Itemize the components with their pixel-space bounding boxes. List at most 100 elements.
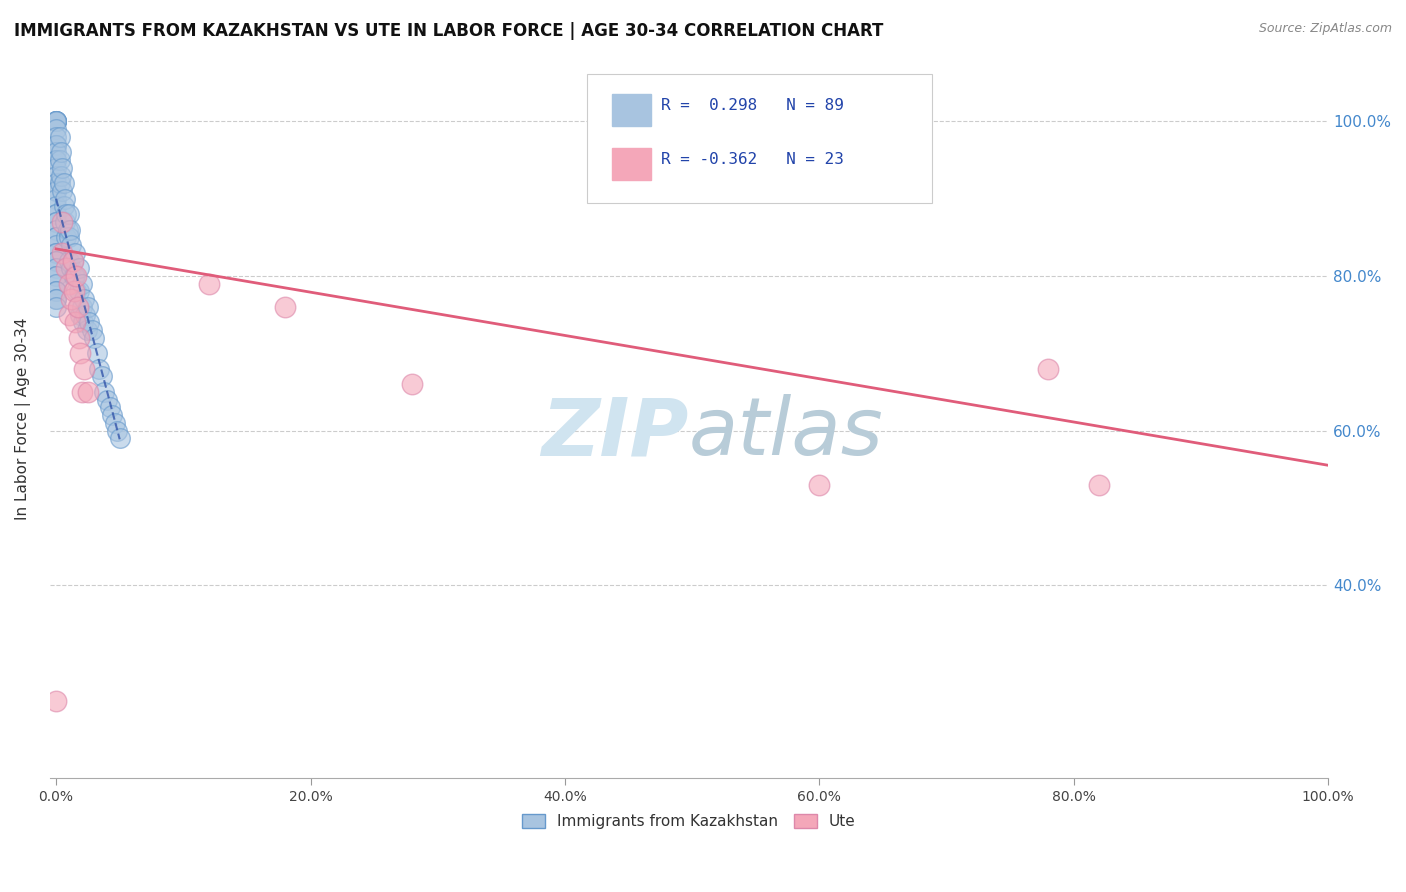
Bar	[612, 148, 651, 180]
Point	[108, 431, 131, 445]
Legend: Immigrants from Kazakhstan, Ute: Immigrants from Kazakhstan, Ute	[516, 808, 862, 835]
Point	[63, 315, 86, 329]
Point	[60, 238, 83, 252]
Point	[45, 261, 67, 276]
Point	[75, 308, 97, 322]
Point	[45, 215, 67, 229]
Point	[55, 207, 77, 221]
Point	[76, 323, 98, 337]
Point	[45, 192, 67, 206]
Point	[45, 199, 67, 213]
Point	[45, 292, 67, 306]
Point	[45, 207, 67, 221]
Point	[45, 253, 67, 268]
Point	[105, 424, 128, 438]
Point	[49, 129, 72, 144]
Point	[63, 245, 86, 260]
Point	[45, 245, 67, 260]
Point	[80, 323, 103, 337]
Point	[67, 261, 90, 276]
Point	[51, 169, 73, 183]
Text: ZIP: ZIP	[541, 394, 689, 472]
Point	[55, 261, 77, 276]
Y-axis label: In Labor Force | Age 30-34: In Labor Force | Age 30-34	[15, 318, 31, 520]
Point	[45, 169, 67, 183]
Point	[98, 401, 121, 415]
Point	[45, 694, 67, 708]
Point	[69, 308, 91, 322]
Point	[59, 222, 82, 236]
Point	[93, 384, 115, 399]
Point	[45, 153, 67, 167]
Point	[66, 300, 89, 314]
Point	[52, 176, 75, 190]
Point	[67, 331, 90, 345]
Point	[45, 292, 67, 306]
Point	[45, 207, 67, 221]
Point	[51, 215, 73, 229]
Point	[45, 222, 67, 236]
Point	[45, 176, 67, 190]
Point	[73, 361, 96, 376]
Point	[45, 277, 67, 291]
Point	[45, 114, 67, 128]
Point	[72, 315, 94, 329]
Point	[56, 222, 79, 236]
Point	[53, 215, 76, 229]
Point	[62, 253, 84, 268]
Point	[45, 161, 67, 175]
Text: R = -0.362   N = 23: R = -0.362 N = 23	[661, 152, 844, 167]
Text: R =  0.298   N = 89: R = 0.298 N = 89	[661, 98, 844, 113]
Point	[45, 253, 67, 268]
Point	[51, 184, 73, 198]
Point	[51, 145, 73, 160]
Point	[67, 285, 90, 299]
Point	[45, 114, 67, 128]
Point	[77, 315, 100, 329]
Point	[77, 300, 100, 314]
Point	[45, 184, 67, 198]
Point	[58, 230, 80, 244]
Point	[58, 253, 80, 268]
Point	[51, 161, 73, 175]
Point	[60, 261, 83, 276]
Point	[63, 268, 86, 283]
Text: atlas: atlas	[689, 394, 884, 472]
Point	[45, 114, 67, 128]
Point	[45, 268, 67, 283]
Point	[70, 277, 93, 291]
Point	[86, 346, 108, 360]
Point	[58, 308, 80, 322]
Point	[1088, 477, 1111, 491]
Point	[45, 215, 67, 229]
Point	[45, 285, 67, 299]
Point	[55, 230, 77, 244]
Point	[69, 346, 91, 360]
Point	[65, 268, 87, 283]
Point	[77, 384, 100, 399]
Point	[104, 416, 127, 430]
Point	[808, 477, 831, 491]
Text: Source: ZipAtlas.com: Source: ZipAtlas.com	[1258, 22, 1392, 36]
Point	[60, 292, 83, 306]
Point	[70, 300, 93, 314]
Point	[45, 153, 67, 167]
Text: IMMIGRANTS FROM KAZAKHSTAN VS UTE IN LABOR FORCE | AGE 30-34 CORRELATION CHART: IMMIGRANTS FROM KAZAKHSTAN VS UTE IN LAB…	[14, 22, 883, 40]
Point	[401, 377, 423, 392]
Point	[96, 392, 118, 407]
Point	[62, 253, 84, 268]
Point	[49, 176, 72, 190]
Bar	[612, 94, 651, 127]
Point	[65, 285, 87, 299]
Point	[274, 300, 297, 314]
Point	[53, 192, 76, 206]
Point	[63, 268, 86, 283]
Point	[83, 331, 105, 345]
Point	[49, 153, 72, 167]
Point	[90, 369, 112, 384]
Point	[45, 184, 67, 198]
Point	[1038, 361, 1060, 376]
Point	[45, 122, 67, 136]
Point	[89, 361, 111, 376]
Point	[52, 199, 75, 213]
